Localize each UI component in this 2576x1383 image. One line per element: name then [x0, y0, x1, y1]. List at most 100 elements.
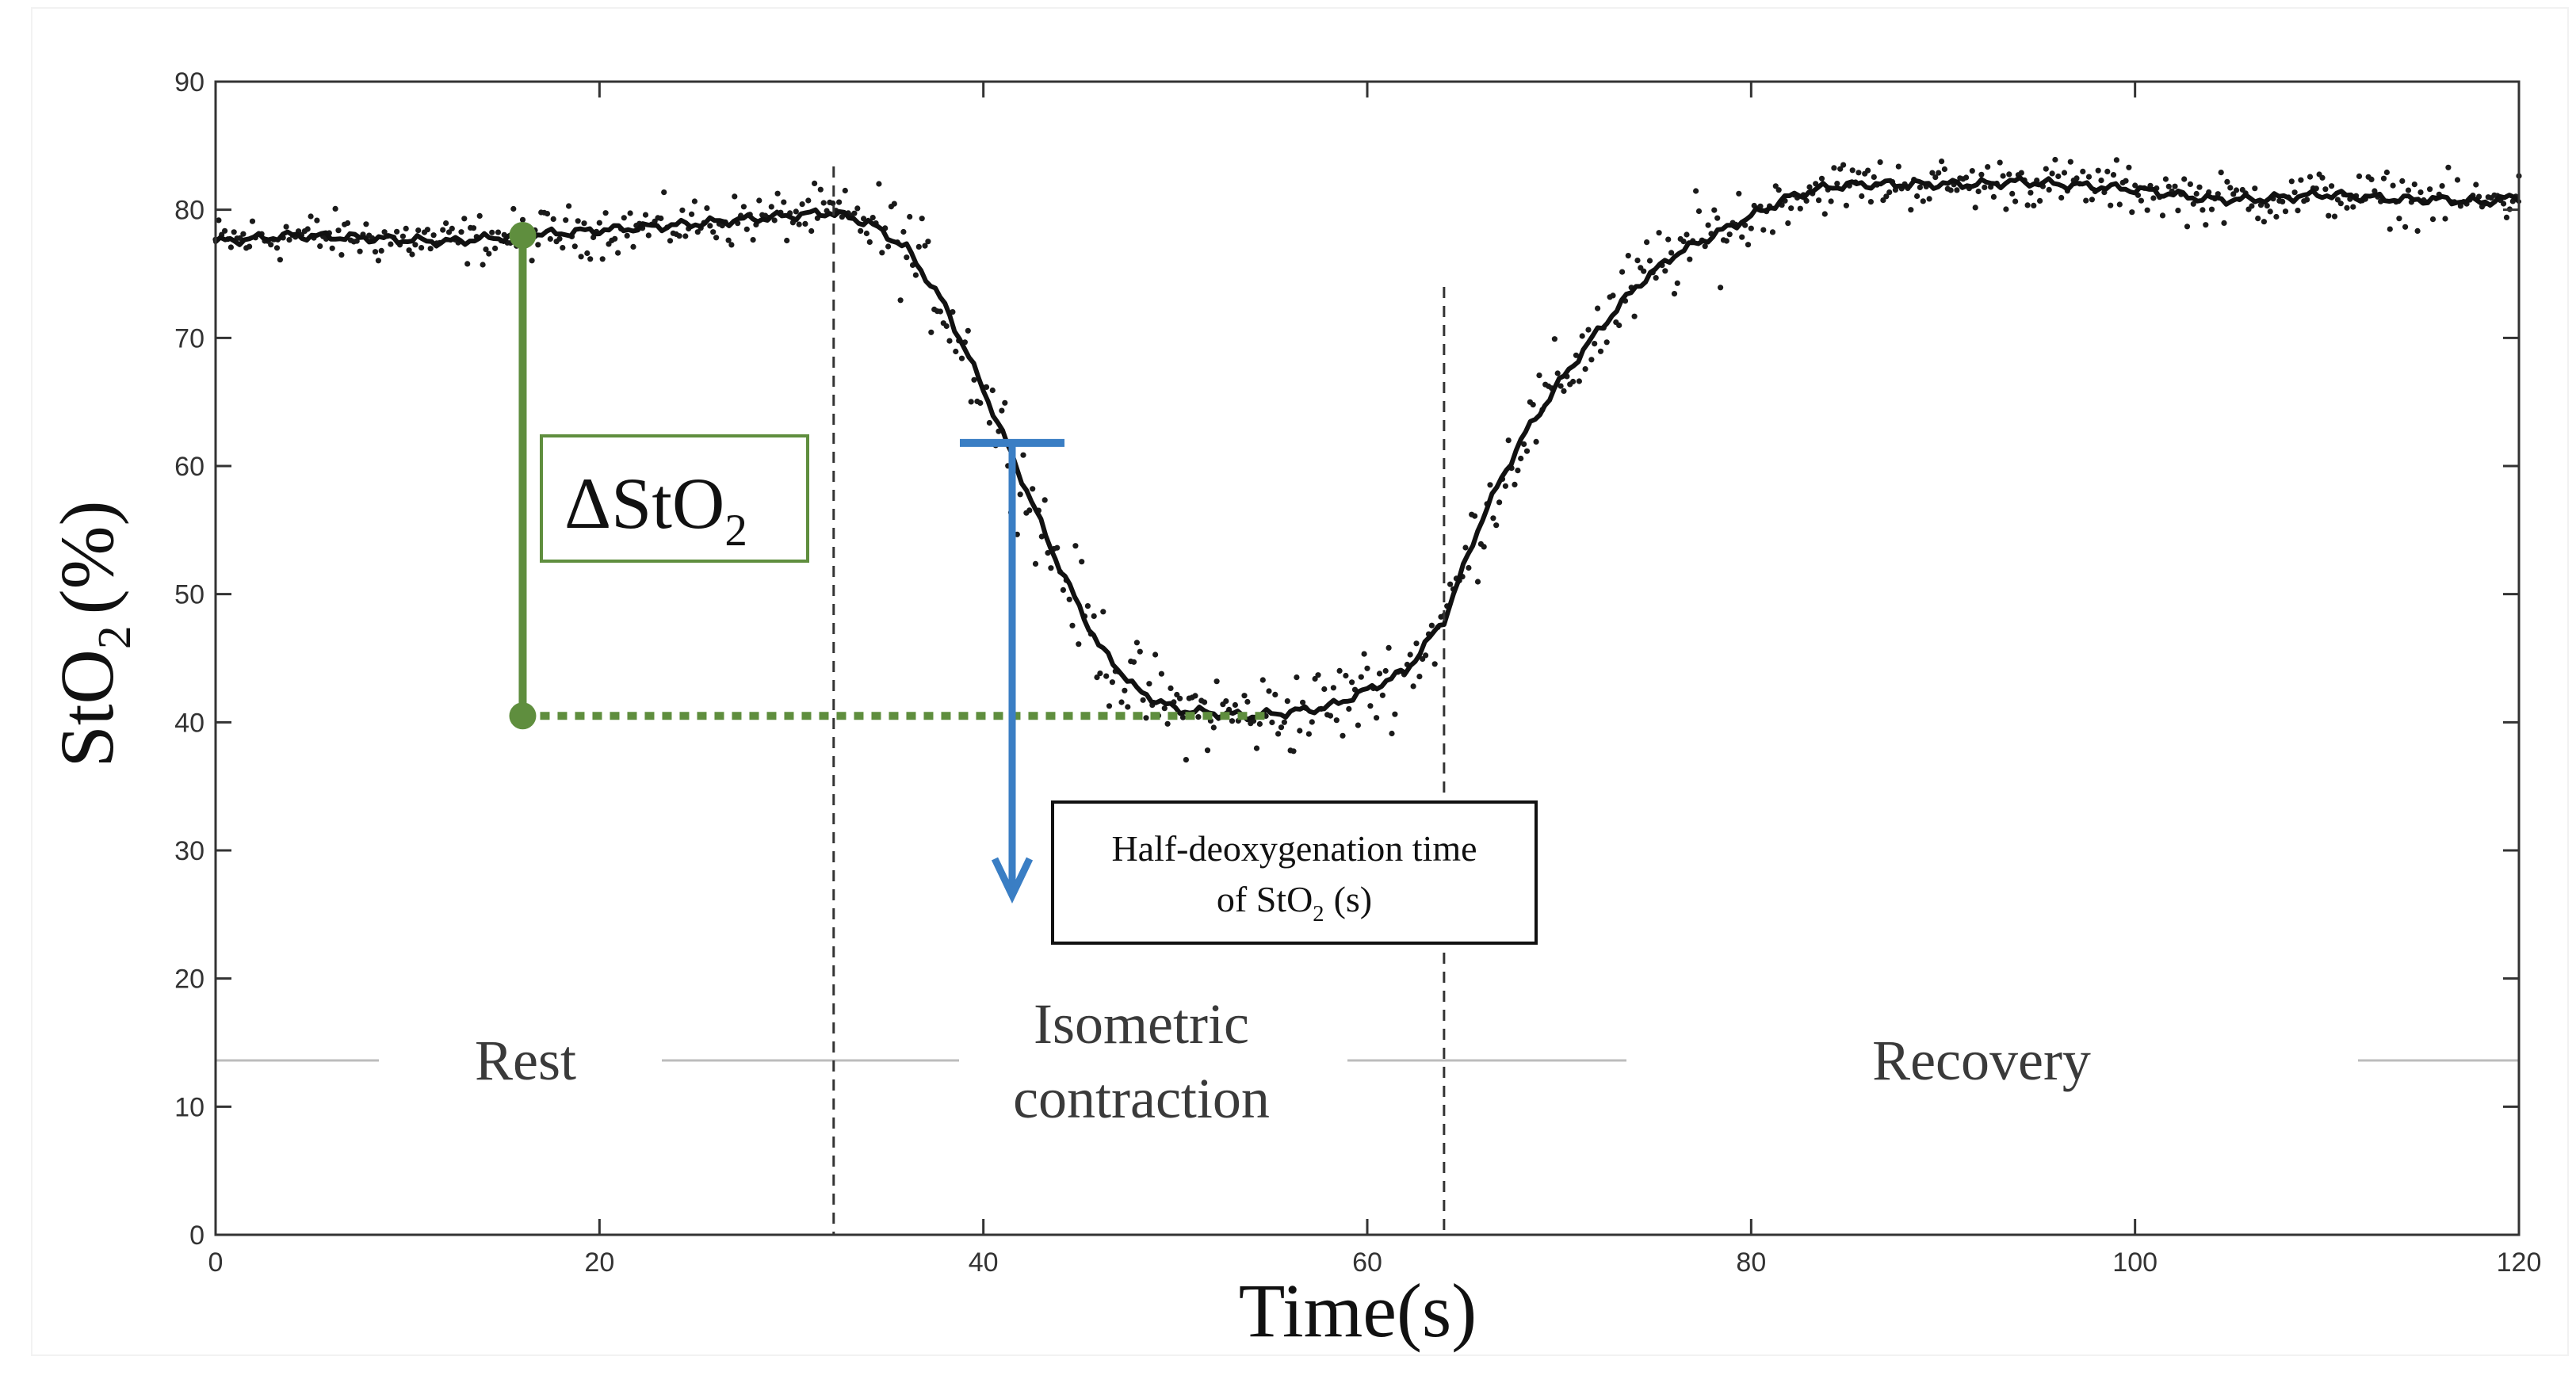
raw-sample-dot	[1204, 747, 1211, 754]
y-tick-label: 30	[174, 836, 204, 866]
raw-sample-dot	[283, 223, 289, 230]
raw-sample-dot	[1321, 686, 1328, 693]
raw-sample-dot	[2473, 181, 2479, 188]
raw-sample-dot	[805, 197, 812, 204]
raw-sample-dot	[1336, 667, 1343, 674]
raw-sample-dot	[1816, 197, 1822, 204]
raw-sample-dot	[2024, 202, 2031, 208]
raw-sample-dot	[1244, 698, 1251, 705]
raw-sample-dot	[566, 203, 572, 209]
raw-sample-dot	[1374, 715, 1380, 721]
raw-sample-dot	[1985, 164, 1991, 170]
raw-sample-dot	[227, 244, 234, 250]
raw-sample-dot	[2350, 204, 2356, 210]
raw-sample-dot	[571, 243, 578, 250]
raw-sample-dot	[900, 228, 907, 235]
raw-sample-dot	[1671, 291, 1678, 297]
raw-sample-dot	[1978, 171, 1985, 178]
raw-sample-dot	[1837, 166, 1844, 172]
y-tick-label: 10	[174, 1092, 204, 1122]
raw-sample-dot	[1818, 175, 1825, 181]
raw-sample-dot	[2261, 219, 2267, 225]
raw-sample-dot	[1054, 544, 1061, 551]
raw-sample-dot	[1785, 220, 1791, 227]
raw-sample-dot	[222, 227, 228, 234]
raw-sample-dot	[1158, 670, 1164, 677]
raw-sample-dot	[1718, 285, 1724, 291]
raw-sample-dot	[1069, 622, 1076, 628]
raw-sample-dot	[1309, 719, 1315, 725]
raw-sample-dot	[1877, 159, 1883, 166]
raw-sample-dot	[1333, 717, 1340, 724]
raw-sample-dot	[689, 211, 695, 217]
raw-sample-dot	[812, 180, 818, 186]
raw-sample-dot	[2085, 174, 2093, 180]
raw-sample-dot	[231, 229, 237, 235]
raw-sample-dot	[1597, 348, 1604, 354]
raw-sample-dot	[483, 246, 489, 253]
raw-sample-dot	[919, 216, 925, 222]
raw-sample-dot	[1941, 166, 1947, 173]
raw-sample-dot	[1017, 491, 1023, 498]
raw-sample-dot	[876, 181, 882, 187]
raw-sample-dot	[1431, 661, 1438, 667]
raw-sample-dot	[249, 218, 256, 224]
raw-sample-dot	[1091, 613, 1097, 620]
raw-sample-dot	[1592, 341, 1598, 347]
raw-sample-dot	[802, 220, 808, 227]
raw-sample-dot	[1834, 181, 1840, 187]
raw-sample-dot	[1410, 683, 1416, 690]
raw-sample-dot	[866, 239, 873, 245]
raw-sample-dot	[1041, 497, 1048, 503]
x-tick-label: 20	[584, 1247, 614, 1278]
raw-sample-dot	[774, 190, 781, 197]
raw-sample-dot	[2055, 173, 2062, 180]
raw-sample-dot	[2009, 190, 2016, 197]
raw-sample-dot	[596, 220, 602, 226]
raw-sample-dot	[2083, 197, 2089, 204]
raw-sample-dot	[612, 235, 618, 242]
raw-sample-dot	[1213, 678, 1220, 685]
raw-sample-dot	[354, 238, 360, 244]
raw-sample-dot	[2368, 176, 2375, 182]
raw-sample-dot	[1177, 695, 1183, 701]
raw-sample-dot	[2396, 216, 2402, 222]
raw-sample-dot	[1223, 698, 1229, 705]
raw-sample-dot	[2280, 198, 2286, 204]
raw-sample-dot	[1536, 372, 1542, 379]
raw-sample-dot	[615, 250, 621, 256]
raw-sample-dot	[1195, 714, 1202, 720]
raw-sample-dot	[1711, 207, 1718, 213]
raw-sample-dot	[907, 213, 913, 220]
raw-sample-dot	[1097, 670, 1103, 677]
raw-sample-dot	[1665, 236, 1672, 243]
raw-sample-dot	[621, 215, 627, 221]
raw-sample-dot	[476, 212, 483, 219]
phase-label-contraction: contraction	[1013, 1067, 1270, 1130]
raw-sample-dot	[332, 205, 338, 212]
raw-sample-dot	[1014, 531, 1020, 537]
raw-sample-dot	[1389, 730, 1395, 737]
raw-sample-dot	[768, 204, 774, 210]
raw-sample-dot	[1364, 665, 1370, 671]
raw-sample-dot	[2255, 216, 2261, 222]
raw-sample-dot	[661, 189, 667, 196]
raw-sample-dot	[372, 249, 379, 255]
raw-sample-dot	[784, 237, 790, 244]
raw-sample-dot	[1109, 679, 1115, 686]
raw-sample-dot	[247, 243, 253, 250]
raw-sample-dot	[1084, 603, 1091, 609]
y-tick-label: 80	[174, 196, 204, 226]
half-deox-arrow-head	[991, 857, 1034, 904]
raw-sample-dot	[704, 205, 710, 212]
raw-sample-dot	[1926, 196, 1932, 202]
raw-sample-dot	[694, 229, 701, 235]
raw-sample-dot	[2190, 201, 2196, 207]
raw-sample-dot	[1284, 698, 1290, 705]
raw-sample-dot	[1997, 159, 2003, 166]
raw-sample-dot	[869, 215, 876, 221]
raw-sample-dot	[1644, 239, 1650, 246]
raw-sample-dot	[1179, 714, 1187, 720]
raw-sample-dot	[2095, 167, 2101, 174]
raw-sample-dot	[1570, 378, 1577, 385]
